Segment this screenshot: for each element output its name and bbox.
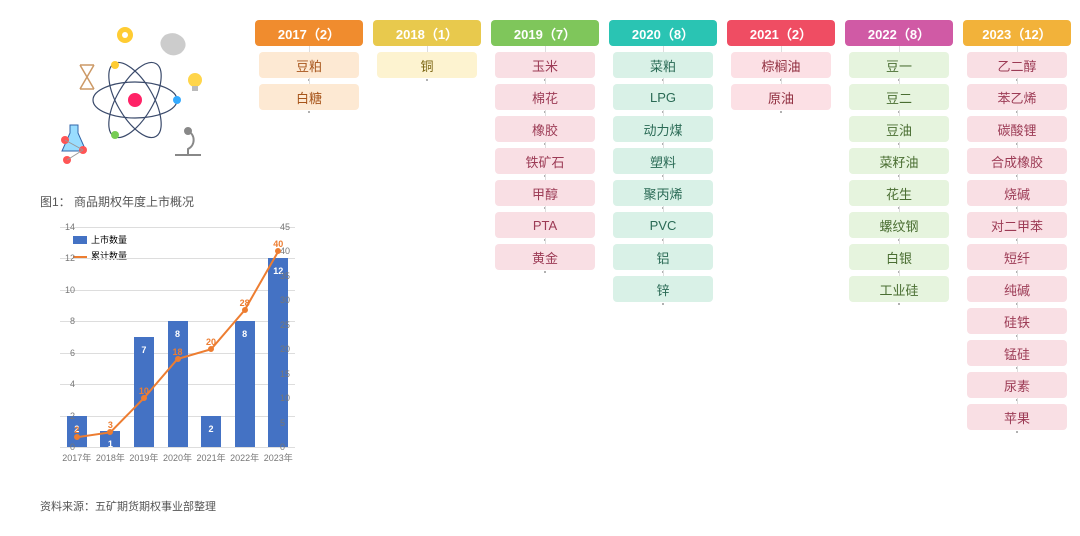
line-value-label: 20	[206, 337, 216, 347]
year-header: 2018（1）	[373, 20, 481, 46]
commodity-item: 豆一	[849, 52, 948, 78]
commodity-item: 合成橡胶	[967, 148, 1066, 174]
year-header: 2021（2）	[727, 20, 835, 46]
year-header: 2020（8）	[609, 20, 717, 46]
commodity-item: 玉米	[495, 52, 594, 78]
commodity-item: 锰硅	[967, 340, 1066, 366]
commodity-item: 塑料	[613, 148, 712, 174]
commodity-item: 工业硅	[849, 276, 948, 302]
x-tick-label: 2019年	[129, 451, 158, 464]
x-tick-label: 2022年	[230, 451, 259, 464]
commodity-item: 碳酸锂	[967, 116, 1066, 142]
commodity-item: 豆二	[849, 84, 948, 110]
year-header: 2017（2）	[255, 20, 363, 46]
x-tick-label: 2021年	[197, 451, 226, 464]
commodity-item: 原油	[731, 84, 830, 110]
commodity-item: 铝	[613, 244, 712, 270]
commodity-item: 锌	[613, 276, 712, 302]
commodity-item: 动力煤	[613, 116, 712, 142]
commodity-item: 黄金	[495, 244, 594, 270]
source-text: 资料来源：五矿期货期权事业部整理	[40, 498, 216, 514]
commodity-item: 甲醇	[495, 180, 594, 206]
commodity-item: 烧碱	[967, 180, 1066, 206]
line-value-label: 3	[108, 420, 113, 430]
commodity-item: 短纤	[967, 244, 1066, 270]
commodity-item: 纯碱	[967, 276, 1066, 302]
commodity-item: 菜粕	[613, 52, 712, 78]
year-header: 2023（12）	[963, 20, 1071, 46]
science-illustration	[55, 25, 215, 175]
commodity-item: 对二甲苯	[967, 212, 1066, 238]
commodity-item: 苯乙烯	[967, 84, 1066, 110]
commodity-item: 铁矿石	[495, 148, 594, 174]
commodity-item: 豆粕	[259, 52, 358, 78]
line-value-label: 2	[74, 425, 79, 435]
commodity-item: 菜籽油	[849, 148, 948, 174]
commodity-item: 硅铁	[967, 308, 1066, 334]
commodity-item: 聚丙烯	[613, 180, 712, 206]
commodity-item: 螺纹钢	[849, 212, 948, 238]
commodity-item: 橡胶	[495, 116, 594, 142]
commodity-item: 白银	[849, 244, 948, 270]
commodity-item: PVC	[613, 212, 712, 238]
line-value-label: 18	[172, 347, 182, 357]
year-columns: 2017（2） 豆粕白糖 2018（1） 铜 2019（7） 玉米棉花橡胶铁矿石甲醇 PTA…	[255, 20, 1071, 436]
x-tick-label: 2023年	[264, 451, 293, 464]
commodity-item: 棉花	[495, 84, 594, 110]
x-tick-label: 2017年	[62, 451, 91, 464]
commodity-item: 棕榈油	[731, 52, 830, 78]
commodity-item: LPG	[613, 84, 712, 110]
x-tick-label: 2020年	[163, 451, 192, 464]
line-value-label: 10	[139, 386, 149, 396]
x-tick-label: 2018年	[96, 451, 125, 464]
commodity-item: 铜	[377, 52, 476, 78]
commodity-item: PTA	[495, 212, 594, 238]
commodity-item: 苹果	[967, 404, 1066, 430]
commodity-item: 花生	[849, 180, 948, 206]
commodity-item: 尿素	[967, 372, 1066, 398]
year-header: 2022（8）	[845, 20, 953, 46]
commodity-item: 白糖	[259, 84, 358, 110]
figure-title: 图1： 商品期权年度上市概况	[40, 193, 194, 210]
year-header: 2019（7）	[491, 20, 599, 46]
commodity-item: 乙二醇	[967, 52, 1066, 78]
commodity-item: 豆油	[849, 116, 948, 142]
line-value-label: 28	[240, 298, 250, 308]
